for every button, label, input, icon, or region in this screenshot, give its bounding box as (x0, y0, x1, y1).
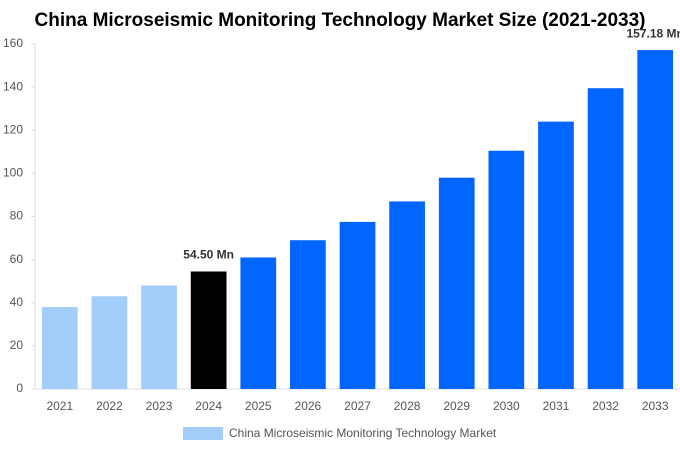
y-tick-label: 40 (10, 295, 24, 309)
bar (190, 271, 227, 389)
y-tick-label: 0 (16, 381, 23, 395)
bar (339, 221, 376, 389)
bar (91, 296, 128, 389)
bar (538, 121, 574, 389)
y-tick-label: 80 (10, 209, 24, 223)
y-tick-label: 160 (3, 36, 23, 50)
x-tick-label: 2027 (344, 399, 371, 413)
x-tick-label: 2024 (195, 399, 222, 413)
y-tick-label: 140 (3, 79, 23, 93)
value-label: 157.18 Mn (627, 26, 680, 40)
y-tick-label: 100 (3, 166, 23, 180)
legend-swatch (183, 427, 223, 440)
y-tick-label: 120 (3, 122, 23, 136)
y-tick-label: 20 (10, 338, 24, 352)
bar (637, 50, 674, 389)
bar (290, 240, 326, 389)
x-tick-label: 2029 (443, 399, 470, 413)
bar (438, 177, 475, 389)
legend-label: China Microseismic Monitoring Technology… (229, 426, 497, 440)
chart-title: China Microseismic Monitoring Technology… (35, 10, 646, 31)
x-tick-label: 2022 (96, 399, 123, 413)
bar (389, 201, 425, 389)
x-tick-label: 2021 (46, 399, 73, 413)
x-tick-label: 2031 (543, 399, 570, 413)
x-tick-label: 2023 (146, 399, 173, 413)
bar (240, 257, 277, 389)
bar (41, 307, 78, 389)
bar (587, 88, 624, 389)
x-tick-label: 2026 (295, 399, 322, 413)
x-tick-label: 2033 (642, 399, 669, 413)
x-tick-label: 2030 (493, 399, 520, 413)
x-tick-label: 2025 (245, 399, 272, 413)
value-label: 54.50 Mn (183, 248, 234, 262)
bar (141, 285, 177, 389)
bar (488, 150, 525, 389)
x-tick-label: 2028 (394, 399, 421, 413)
x-tick-label: 2032 (592, 399, 619, 413)
y-tick-label: 60 (10, 252, 24, 266)
